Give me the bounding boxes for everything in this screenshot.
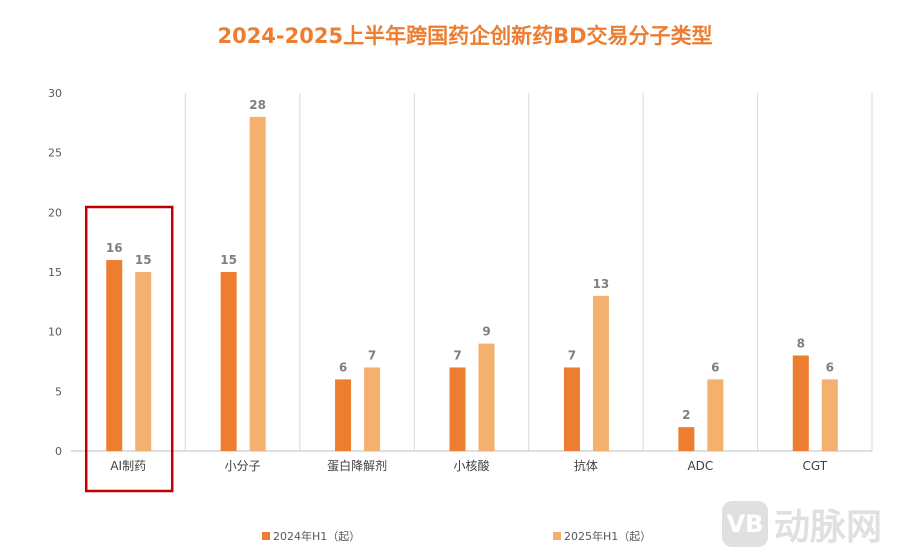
y-tick-label: 15 [48, 266, 62, 279]
data-label: 15 [135, 253, 152, 267]
data-label: 6 [339, 360, 347, 374]
legend-item-2025: 2025年H1（起） [553, 528, 651, 544]
y-tick-label: 10 [48, 326, 62, 339]
bar [678, 427, 695, 451]
data-label: 2 [682, 408, 690, 422]
data-label: 6 [711, 360, 719, 374]
x-tick-label: CGT [802, 459, 827, 473]
bar [563, 367, 580, 451]
x-tick-label: AI制药 [110, 459, 146, 473]
bar [478, 343, 495, 451]
x-tick-label: ADC [687, 459, 713, 473]
data-label: 13 [593, 277, 610, 291]
legend-item-2024: 2024年H1（起） [262, 528, 360, 544]
y-tick-label: 5 [55, 385, 62, 398]
legend-label: 2024年H1（起） [273, 530, 361, 543]
bar [106, 260, 123, 451]
data-label: 28 [249, 98, 266, 112]
data-label: 7 [568, 348, 576, 362]
bar [335, 379, 352, 451]
bar [707, 379, 724, 451]
data-label: 7 [368, 348, 376, 362]
watermark-logo: VB [722, 501, 768, 547]
x-tick-label: 小核酸 [453, 458, 489, 473]
data-label: 8 [797, 337, 805, 351]
x-tick-label: 抗体 [574, 458, 598, 473]
bar [821, 379, 838, 451]
x-tick-label: 蛋白降解剂 [327, 458, 387, 473]
bar [592, 295, 609, 451]
x-tick-label: 小分子 [225, 459, 261, 473]
highlight-box [84, 205, 174, 493]
bar [364, 367, 381, 451]
bar [220, 272, 237, 451]
data-label: 15 [220, 253, 237, 267]
bar [249, 116, 266, 451]
y-tick-label: 25 [48, 147, 62, 160]
legend-swatch [553, 532, 561, 540]
data-label: 7 [453, 348, 461, 362]
bar [792, 355, 809, 451]
legend-label: 2025年H1（起） [564, 530, 652, 543]
watermark-text: 动脉网 [774, 507, 883, 548]
data-label: 6 [826, 360, 834, 374]
bar [449, 367, 466, 451]
bar [135, 272, 152, 451]
chart-title: 2024-2025上半年跨国药企创新药BD交易分子类型 [217, 24, 713, 48]
y-tick-label: 30 [48, 87, 62, 100]
y-tick-label: 0 [55, 445, 62, 458]
watermark: VB 动脉网 [722, 498, 882, 550]
y-tick-label: 20 [48, 206, 62, 219]
data-label: 16 [106, 241, 123, 255]
legend-swatch [262, 532, 270, 540]
data-label: 9 [482, 325, 490, 339]
